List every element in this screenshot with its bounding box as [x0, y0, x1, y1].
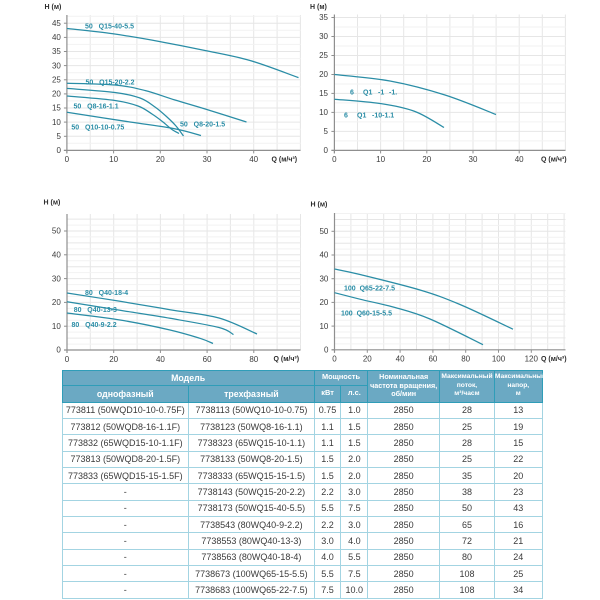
- svg-text:45: 45: [52, 19, 61, 28]
- svg-text:80 Q40-9-2.2: 80 Q40-9-2.2: [72, 322, 117, 329]
- svg-text:Н (м): Н (м): [311, 202, 328, 209]
- svg-text:30: 30: [203, 155, 212, 164]
- svg-text:0: 0: [56, 346, 61, 355]
- svg-text:50 Q8-16-1.1: 50 Q8-16-1.1: [74, 104, 119, 111]
- svg-text:80: 80: [461, 355, 470, 364]
- svg-text:5: 5: [324, 127, 329, 136]
- svg-text:10: 10: [376, 155, 385, 164]
- svg-text:30: 30: [319, 32, 328, 41]
- svg-text:100: 100: [492, 355, 506, 364]
- svg-text:40: 40: [52, 251, 61, 260]
- svg-text:10: 10: [52, 118, 61, 127]
- svg-text:Q (м/ч³): Q (м/ч³): [541, 356, 567, 363]
- svg-text:0: 0: [324, 146, 329, 155]
- svg-text:40: 40: [52, 33, 61, 42]
- svg-text:25: 25: [52, 76, 61, 85]
- svg-text:60: 60: [203, 355, 212, 364]
- svg-text:15: 15: [319, 89, 328, 98]
- svg-text:10: 10: [319, 108, 328, 117]
- svg-text:80: 80: [249, 355, 258, 364]
- svg-text:30: 30: [52, 274, 61, 283]
- svg-text:25: 25: [319, 51, 328, 60]
- svg-text:50 Q15-40-5.5: 50 Q15-40-5.5: [85, 24, 134, 31]
- svg-text:20: 20: [422, 155, 431, 164]
- svg-text:50 Q8-20-1.5: 50 Q8-20-1.5: [180, 122, 225, 129]
- svg-text:40: 40: [319, 251, 328, 260]
- svg-text:10: 10: [319, 322, 328, 331]
- svg-text:35: 35: [319, 13, 328, 22]
- svg-text:0: 0: [324, 346, 329, 355]
- svg-text:40: 40: [249, 155, 258, 164]
- svg-text:30: 30: [319, 274, 328, 283]
- svg-text:100 Q60-15-5.5: 100 Q60-15-5.5: [341, 311, 392, 318]
- svg-text:30: 30: [52, 61, 61, 70]
- svg-text:Q (м/ч³): Q (м/ч³): [272, 157, 298, 164]
- svg-text:5: 5: [56, 132, 61, 141]
- svg-text:50 Q10-10-0.75: 50 Q10-10-0.75: [71, 125, 124, 132]
- svg-text:80 Q40-13-3: 80 Q40-13-3: [74, 307, 117, 314]
- svg-text:35: 35: [52, 47, 61, 56]
- svg-text:100 Q65-22-7.5: 100 Q65-22-7.5: [344, 286, 395, 293]
- svg-text:80 Q40-18-4: 80 Q40-18-4: [85, 290, 128, 297]
- svg-text:20: 20: [363, 355, 372, 364]
- svg-text:50 Q15-20-2.2: 50 Q15-20-2.2: [86, 80, 135, 87]
- svg-text:0: 0: [332, 355, 337, 364]
- svg-text:20: 20: [52, 298, 61, 307]
- svg-text:10: 10: [109, 155, 118, 164]
- svg-text:120: 120: [525, 355, 539, 364]
- svg-text:0: 0: [332, 155, 337, 164]
- svg-text:15: 15: [52, 104, 61, 113]
- svg-text:20: 20: [319, 298, 328, 307]
- svg-text:50: 50: [319, 227, 328, 236]
- svg-text:20: 20: [52, 90, 61, 99]
- svg-text:50: 50: [52, 227, 61, 236]
- svg-text:0: 0: [65, 355, 70, 364]
- svg-text:Н (м): Н (м): [45, 4, 62, 11]
- svg-text:20: 20: [156, 155, 165, 164]
- svg-text:20: 20: [319, 70, 328, 79]
- svg-text:60: 60: [428, 355, 437, 364]
- svg-text:40: 40: [515, 155, 524, 164]
- svg-text:6Q1-10-1.1: 6 Q1 -10-1.1: [344, 113, 394, 120]
- svg-text:30: 30: [469, 155, 478, 164]
- svg-text:Н (м): Н (м): [310, 4, 327, 11]
- svg-text:0: 0: [56, 146, 61, 155]
- svg-text:10: 10: [52, 322, 61, 331]
- svg-text:Q (м/ч³): Q (м/ч³): [274, 356, 300, 363]
- svg-text:20: 20: [109, 355, 118, 364]
- svg-text:0: 0: [65, 155, 70, 164]
- svg-text:Q (м/ч³): Q (м/ч³): [541, 157, 567, 164]
- svg-text:Н (м): Н (м): [44, 199, 61, 206]
- svg-text:40: 40: [156, 355, 165, 364]
- svg-text:40: 40: [396, 355, 405, 364]
